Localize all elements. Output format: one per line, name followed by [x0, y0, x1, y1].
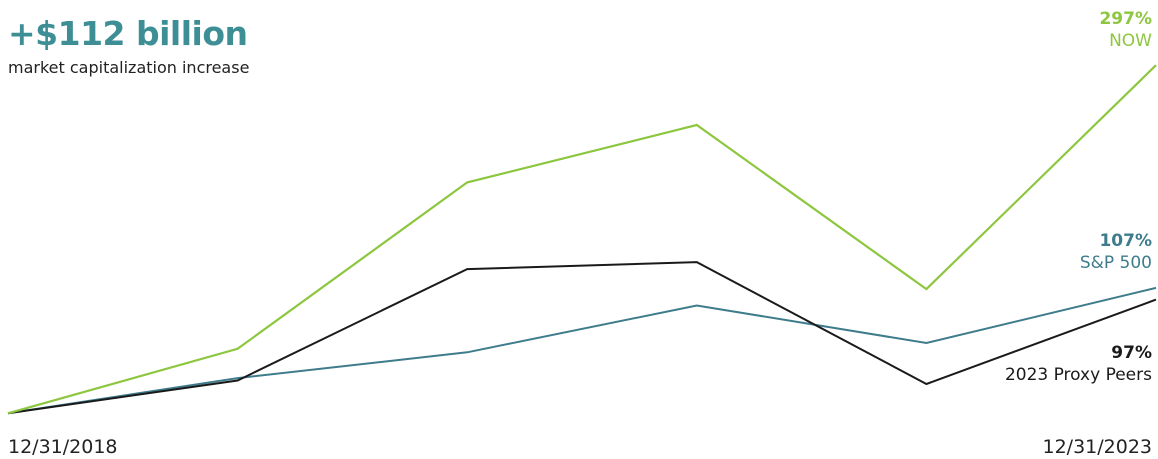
peers-end-percent: 97% [1111, 343, 1152, 363]
headline-subtitle: market capitalization increase [8, 58, 250, 77]
headline-value: +$112 billion [8, 14, 248, 53]
sp500-end-percent: 107% [1099, 231, 1152, 251]
sp500-series-name: S&P 500 [1079, 253, 1152, 273]
peers-end-label: 97% 2023 Proxy Peers [1005, 342, 1152, 386]
now-end-percent: 297% [1099, 9, 1152, 29]
x-tick-label-end: 12/31/2023 [1042, 436, 1152, 458]
x-tick-label-start: 12/31/2018 [8, 436, 118, 458]
now-series-line [7, 64, 1157, 415]
now-series-name: NOW [1109, 31, 1152, 51]
peers-series-line [7, 261, 1157, 415]
sp500-series-line [7, 286, 1157, 415]
sp500-end-label: 107% S&P 500 [1080, 230, 1152, 274]
now-end-label: 297% NOW [1099, 8, 1152, 52]
peers-series-name: 2023 Proxy Peers [1004, 365, 1152, 385]
